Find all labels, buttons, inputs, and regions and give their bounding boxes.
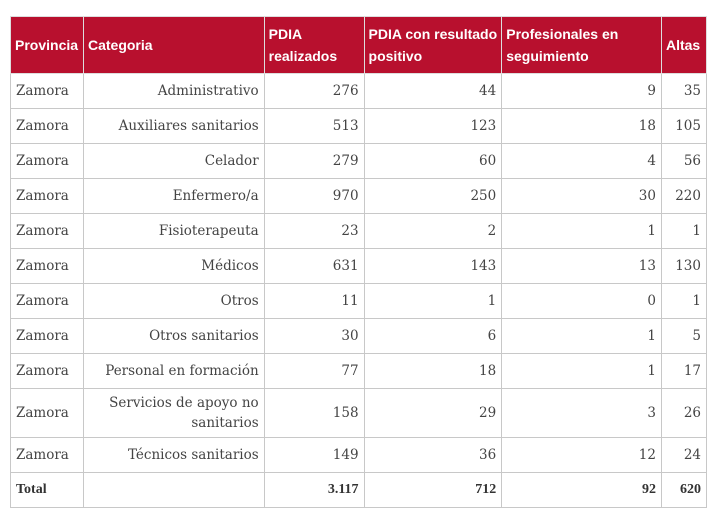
cell-altas: 17: [660, 353, 708, 389]
cell-provincia: Zamora: [10, 108, 84, 144]
cell-pdia-realizados: 513: [263, 108, 365, 144]
cell-categoria: Enfermero/a: [82, 178, 265, 214]
cell-pdia-positivo: 36: [363, 437, 503, 473]
cell-pdia-positivo: 29: [363, 388, 503, 438]
cell-categoria: Servicios de apoyo no sanitarios: [82, 388, 265, 438]
cell-categoria: Celador: [82, 143, 265, 179]
cell-profesionales: 92: [501, 472, 662, 508]
header-altas: Altas: [660, 16, 708, 74]
cell-altas: 35: [660, 73, 708, 109]
cell-altas: 1: [660, 213, 708, 249]
table-row: Zamora Personal en formación 77 18 1 17: [10, 353, 708, 389]
cell-categoria: Otros: [82, 283, 265, 319]
cell-categoria: Médicos: [82, 248, 265, 284]
table-row: Zamora Médicos 631 143 13 130: [10, 248, 708, 284]
cell-pdia-positivo: 60: [363, 143, 503, 179]
cell-pdia-realizados: 77: [263, 353, 365, 389]
cell-categoria: [82, 472, 265, 508]
cell-pdia-realizados: 279: [263, 143, 365, 179]
cell-pdia-realizados: 276: [263, 73, 365, 109]
header-pdia-realizados: PDIA realizados: [263, 16, 365, 74]
cell-altas: 24: [660, 437, 708, 473]
cell-pdia-realizados: 631: [263, 248, 365, 284]
cell-categoria: Administrativo: [82, 73, 265, 109]
cell-categoria: Técnicos sanitarios: [82, 437, 265, 473]
cell-pdia-realizados: 970: [263, 178, 365, 214]
data-table: Provincia Categoria PDIA realizados PDIA…: [10, 16, 708, 508]
cell-pdia-positivo: 123: [363, 108, 503, 144]
cell-profesionales: 13: [501, 248, 662, 284]
header-profesionales: Profesionales en seguimiento: [501, 16, 662, 74]
cell-pdia-positivo: 2: [363, 213, 503, 249]
cell-pdia-positivo: 143: [363, 248, 503, 284]
table-row: Zamora Otros sanitarios 30 6 1 5: [10, 318, 708, 354]
cell-pdia-positivo: 250: [363, 178, 503, 214]
cell-provincia: Zamora: [10, 248, 84, 284]
cell-pdia-realizados: 158: [263, 388, 365, 438]
header-pdia-positivo: PDIA con resultado positivo: [363, 16, 503, 74]
cell-profesionales: 3: [501, 388, 662, 438]
cell-profesionales: 9: [501, 73, 662, 109]
cell-altas: 620: [660, 472, 708, 508]
cell-altas: 105: [660, 108, 708, 144]
cell-provincia: Total: [10, 472, 84, 508]
cell-pdia-positivo: 44: [363, 73, 503, 109]
cell-altas: 1: [660, 283, 708, 319]
cell-profesionales: 1: [501, 353, 662, 389]
cell-profesionales: 30: [501, 178, 662, 214]
cell-categoria: Auxiliares sanitarios: [82, 108, 265, 144]
cell-provincia: Zamora: [10, 213, 84, 249]
cell-pdia-positivo: 712: [363, 472, 503, 508]
total-row: Total 3.117 712 92 620: [10, 472, 708, 508]
cell-profesionales: 1: [501, 213, 662, 249]
cell-pdia-realizados: 3.117: [263, 472, 365, 508]
cell-altas: 56: [660, 143, 708, 179]
table-row: Zamora Fisioterapeuta 23 2 1 1: [10, 213, 708, 249]
table-row: Zamora Otros 11 1 0 1: [10, 283, 708, 319]
cell-pdia-realizados: 23: [263, 213, 365, 249]
table-row: Zamora Enfermero/a 970 250 30 220: [10, 178, 708, 214]
header-categoria: Categoria: [82, 16, 265, 74]
table-row: Zamora Auxiliares sanitarios 513 123 18 105: [10, 108, 708, 144]
cell-categoria: Personal en formación: [82, 353, 265, 389]
cell-provincia: Zamora: [10, 388, 84, 438]
cell-profesionales: 12: [501, 437, 662, 473]
cell-altas: 5: [660, 318, 708, 354]
cell-pdia-positivo: 18: [363, 353, 503, 389]
cell-pdia-realizados: 149: [263, 437, 365, 473]
cell-pdia-positivo: 1: [363, 283, 503, 319]
cell-provincia: Zamora: [10, 143, 84, 179]
cell-pdia-realizados: 11: [263, 283, 365, 319]
cell-provincia: Zamora: [10, 437, 84, 473]
header-provincia: Provincia: [10, 16, 84, 74]
cell-pdia-realizados: 30: [263, 318, 365, 354]
cell-altas: 26: [660, 388, 708, 438]
cell-profesionales: 18: [501, 108, 662, 144]
cell-provincia: Zamora: [10, 178, 84, 214]
table-row: Zamora Celador 279 60 4 56: [10, 143, 708, 179]
cell-categoria: Otros sanitarios: [82, 318, 265, 354]
cell-profesionales: 1: [501, 318, 662, 354]
cell-altas: 220: [660, 178, 708, 214]
cell-provincia: Zamora: [10, 73, 84, 109]
cell-altas: 130: [660, 248, 708, 284]
table-row: Zamora Servicios de apoyo no sanitarios 15…: [10, 388, 708, 438]
cell-provincia: Zamora: [10, 353, 84, 389]
cell-pdia-positivo: 6: [363, 318, 503, 354]
header-row: Provincia Categoria PDIA realizados PDIA…: [10, 16, 708, 74]
cell-profesionales: 0: [501, 283, 662, 319]
cell-provincia: Zamora: [10, 283, 84, 319]
cell-categoria: Fisioterapeuta: [82, 213, 265, 249]
table-row: Zamora Técnicos sanitarios 149 36 12 24: [10, 437, 708, 473]
cell-profesionales: 4: [501, 143, 662, 179]
table-row: Zamora Administrativo 276 44 9 35: [10, 73, 708, 109]
cell-provincia: Zamora: [10, 318, 84, 354]
